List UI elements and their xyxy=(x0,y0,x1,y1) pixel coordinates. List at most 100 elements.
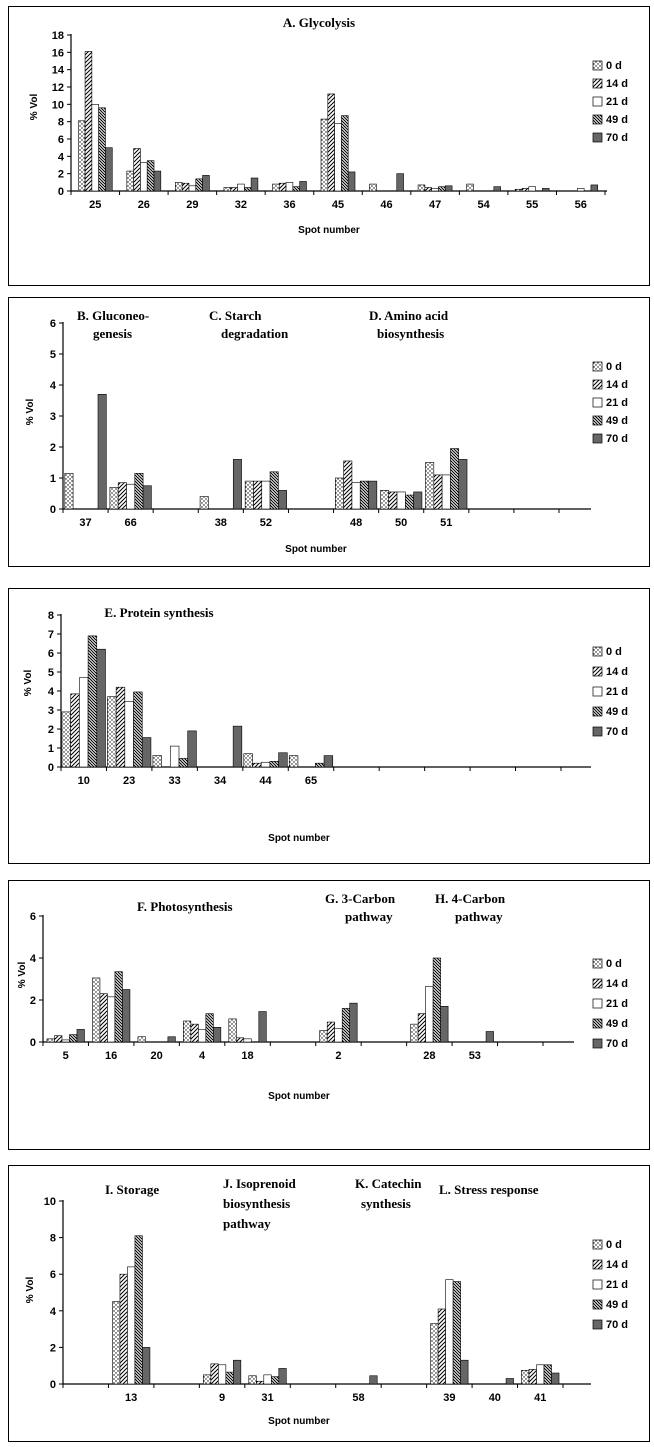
legend-label: 21 d xyxy=(606,96,628,108)
bar-49d-spot-25 xyxy=(98,107,106,192)
x-tick-label: 50 xyxy=(395,517,407,529)
x-tick-label: 18 xyxy=(241,1050,253,1062)
bar-21d-spot-23 xyxy=(124,701,134,768)
bar-21d-spot-4 xyxy=(198,1029,207,1043)
bar-70d-spot-44 xyxy=(278,752,288,768)
x-tick-label: 48 xyxy=(350,517,362,529)
category-annotation: I. Storage xyxy=(105,1182,159,1197)
x-tick-label: 54 xyxy=(478,199,491,211)
category-annotation: E. Protein synthesis xyxy=(104,605,213,620)
legend-swatch xyxy=(592,666,603,677)
bar-0d-spot-47 xyxy=(417,184,426,192)
legend-label: 14 d xyxy=(606,978,628,990)
bar-0d-spot-44 xyxy=(243,753,253,768)
legend-swatch xyxy=(592,60,603,71)
bar-21d-spot-2 xyxy=(334,1028,343,1043)
y-tick-label: 7 xyxy=(48,629,54,641)
bar-21d-spot-28 xyxy=(425,986,434,1043)
legend-swatch xyxy=(592,397,603,408)
bar-49d-spot-39 xyxy=(452,1281,461,1385)
y-tick-label: 4 xyxy=(48,686,55,698)
bar-0d-spot-37 xyxy=(64,473,74,510)
x-tick-label: 33 xyxy=(169,775,181,787)
legend-swatch xyxy=(592,1259,603,1270)
y-tick-label: 0 xyxy=(30,1037,36,1049)
bar-70d-spot-23 xyxy=(141,737,152,768)
y-axis-title: % Vol xyxy=(25,399,36,426)
y-tick-label: 2 xyxy=(58,169,64,181)
bar-0d-spot-28 xyxy=(410,1023,419,1043)
legend-label: 0 d xyxy=(606,1239,622,1251)
bar-0d-spot-66 xyxy=(109,487,119,510)
y-tick-label: 3 xyxy=(48,705,54,717)
bar-14d-spot-55 xyxy=(521,188,530,192)
bar-70d-spot-4 xyxy=(213,1027,222,1043)
bar-0d-spot-25 xyxy=(77,120,86,192)
x-tick-label: 47 xyxy=(429,199,441,211)
legend: 0 d 14 d 21 d 49 d 70 d xyxy=(592,361,628,445)
chart-panel-fgh-photosynthesis-carbon-pathways: 0 2 4 6 5 16 20 4 18 2 28 53 % Vol Spot number F. Phot… xyxy=(8,880,650,1150)
x-tick-label: 40 xyxy=(489,1392,501,1404)
bar-21d-spot-55 xyxy=(528,186,536,192)
legend-label: 70 d xyxy=(606,726,628,738)
y-tick-label: 0 xyxy=(50,1379,56,1391)
chart-panel-a-glycolysis: 0 2 4 6 8 10 12 14 16 18 25 26 29 32 36 45 46 47 54 55 56% V… xyxy=(8,6,650,286)
bar-0d-spot-13 xyxy=(112,1301,121,1385)
x-tick-label: 2 xyxy=(335,1050,341,1062)
bar-0d-spot-20 xyxy=(137,1036,146,1043)
y-tick-label: 4 xyxy=(50,1306,57,1318)
legend-label: 49 d xyxy=(606,114,628,126)
category-annotation: K. Catechin xyxy=(355,1176,422,1191)
bar-70d-spot-53 xyxy=(485,1031,494,1043)
chart-svg-e: 0 2 4 6 8 10 13 9 31 58 39 40 41 % Vol Spot number I. S… xyxy=(25,1176,628,1427)
bar-21d-spot-51 xyxy=(441,474,451,510)
x-axis-title: Spot number xyxy=(285,544,347,555)
bar-0d-spot-5 xyxy=(46,1038,55,1043)
bar-49d-spot-44 xyxy=(269,761,279,768)
category-annotation: C. Starch xyxy=(209,308,262,323)
bar-70d-spot-50 xyxy=(413,491,423,510)
bar-70d-spot-54 xyxy=(493,186,501,192)
category-annotation: pathway xyxy=(223,1216,271,1231)
bar-70d-spot-32 xyxy=(250,177,259,192)
bar-49d-spot-9 xyxy=(225,1371,234,1385)
y-tick-label: 12 xyxy=(52,82,64,94)
x-axis-title: Spot number xyxy=(268,1416,330,1427)
category-annotation: biosynthesis xyxy=(377,326,444,341)
x-tick-label: 34 xyxy=(214,775,227,787)
bar-70d-spot-9 xyxy=(233,1359,242,1385)
x-tick-label: 58 xyxy=(352,1392,364,1404)
bar-70d-spot-29 xyxy=(202,175,210,192)
bar-49d-spot-32 xyxy=(244,187,252,192)
bar-14d-spot-28 xyxy=(417,1013,426,1043)
legend-label: 21 d xyxy=(606,686,628,698)
bar-0d-spot-51 xyxy=(425,462,435,510)
x-axis-title: Spot number xyxy=(268,1091,330,1102)
bar-70d-spot-36 xyxy=(299,181,307,192)
legend-label: 0 d xyxy=(606,60,622,72)
bar-21d-spot-56 xyxy=(577,188,585,192)
y-tick-label: 6 xyxy=(48,648,54,660)
legend-label: 0 d xyxy=(606,646,622,658)
legend-label: 14 d xyxy=(606,666,628,678)
bar-14d-spot-41 xyxy=(528,1369,537,1385)
bar-0d-spot-54 xyxy=(466,183,474,192)
chart-panel-ijkl-storage-isoprenoid-catechin-stress: 0 2 4 6 8 10 13 9 31 58 39 40 41 % Vol Spot number I. S… xyxy=(8,1165,650,1442)
bar-70d-spot-47 xyxy=(444,185,453,192)
bar-21d-spot-48 xyxy=(351,482,361,510)
y-tick-label: 8 xyxy=(50,1233,56,1245)
bar-14d-spot-10 xyxy=(70,693,80,768)
bar-14d-spot-29 xyxy=(181,182,190,192)
bar-49d-spot-5 xyxy=(69,1034,78,1043)
bar-49d-spot-65 xyxy=(315,762,325,768)
chart-panel-e-protein-synthesis: 0 1 2 3 4 5 6 7 8 10 23 33 34 44 65% Vol Spot number E. … xyxy=(8,588,650,864)
bar-70d-spot-18 xyxy=(258,1011,267,1043)
y-tick-label: 2 xyxy=(30,995,36,1007)
x-tick-label: 25 xyxy=(89,199,101,211)
bar-21d-spot-13 xyxy=(127,1266,136,1385)
bar-0d-spot-4 xyxy=(183,1020,192,1043)
bar-70d-spot-10 xyxy=(96,648,106,768)
category-annotation: degradation xyxy=(221,326,289,341)
legend-swatch xyxy=(592,998,603,1009)
bar-49d-spot-31 xyxy=(270,1376,280,1385)
